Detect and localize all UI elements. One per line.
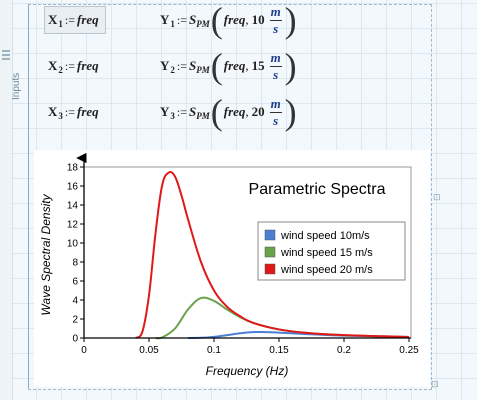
assign-operator: := [176, 12, 187, 27]
left-margin-bar [0, 0, 13, 400]
spectrum-function: S [189, 58, 197, 73]
function-argument: freq [223, 12, 246, 27]
wind-speed-value: 10 [251, 12, 265, 27]
open-paren-icon: ( [210, 92, 223, 132]
x-tick-label: 0.25 [399, 345, 419, 356]
open-paren-icon: ( [210, 0, 223, 40]
x-tick-label: 0.15 [269, 345, 289, 356]
y-tick-label: 12 [67, 220, 79, 231]
y2-subscript: 2 [170, 65, 175, 75]
y-tick-label: 4 [72, 296, 78, 307]
y-tick-label: 16 [67, 182, 79, 193]
fraction-bar [269, 111, 282, 113]
inputs-region-bracket [28, 4, 35, 388]
y-axis-label: Wave Spectral Density [39, 193, 53, 315]
wind-speed-value: 15 [251, 58, 265, 73]
y3-variable: Y [160, 104, 170, 119]
spectrum-function-subscript: PM [196, 19, 210, 29]
x-tick-label: 0 [81, 345, 87, 356]
assign-operator: := [64, 58, 75, 73]
legend-swatch [264, 246, 276, 258]
x-axis-label: Frequency (Hz) [206, 364, 289, 378]
spectrum-function-subscript: PM [196, 65, 210, 75]
margin-marker [2, 58, 10, 60]
x-tick-label: 0.1 [207, 345, 221, 356]
unit-denominator: s [273, 20, 279, 36]
y1-variable: Y [160, 12, 170, 27]
y-tick-label: 0 [72, 334, 78, 345]
selected-expression-box[interactable] [44, 6, 106, 34]
function-argument: freq [223, 58, 246, 73]
close-paren-icon: ) [284, 92, 297, 132]
x1-variable: X [48, 12, 58, 27]
assign-operator: := [176, 58, 187, 73]
assign-operator: := [64, 104, 75, 119]
x3-variable: X [48, 104, 58, 119]
unit-denominator: s [273, 66, 279, 82]
spectrum-function: S [189, 12, 197, 27]
x2-subscript: 2 [58, 65, 63, 75]
legend-label: wind speed 15 m/s [280, 247, 373, 259]
close-paren-icon: ) [284, 46, 297, 86]
y1-subscript: 1 [170, 19, 175, 29]
legend-box [257, 221, 406, 281]
x-tick-label: 0.2 [337, 345, 351, 356]
y2-variable: Y [160, 58, 170, 73]
assign-operator: := [176, 104, 187, 119]
spectrum-function-subscript: PM [196, 111, 210, 121]
y-tick-label: 2 [72, 315, 78, 326]
y-tick-label: 14 [67, 201, 79, 212]
unit-numerator: m [270, 49, 281, 65]
resize-handle-icon[interactable]: ⊡ [431, 379, 439, 389]
x2-variable: X [48, 58, 58, 73]
y3-subscript: 3 [170, 111, 175, 121]
assign-operator: := [64, 12, 75, 27]
open-paren-icon: ( [210, 46, 223, 86]
fraction-bar [269, 65, 282, 67]
y-tick-label: 10 [67, 239, 79, 250]
resize-handle-icon[interactable]: ⊡ [433, 192, 441, 202]
unit-denominator: s [273, 112, 279, 128]
series-line-2 [135, 170, 410, 339]
unit-numerator: m [270, 3, 281, 19]
legend-label: wind speed 20 m/s [280, 264, 373, 276]
x-tick-label: 0.05 [139, 345, 159, 356]
unit-numerator: m [270, 95, 281, 111]
spectrum-function: S [189, 104, 197, 119]
chart-title: Parametric Spectra [249, 181, 386, 198]
margin-marker [2, 54, 10, 56]
y-tick-label: 18 [67, 163, 79, 174]
legend-swatch [264, 229, 276, 241]
x3-value: freq [77, 104, 99, 119]
y-tick-label: 6 [72, 277, 78, 288]
x1-value: freq [77, 12, 99, 27]
close-paren-icon: ) [284, 0, 297, 40]
wind-speed-value: 20 [251, 104, 265, 119]
legend-label: wind speed 10m/s [280, 230, 370, 242]
legend-swatch [264, 263, 276, 275]
x3-subscript: 3 [58, 111, 63, 121]
margin-marker [2, 50, 10, 52]
y-tick-label: 8 [72, 258, 78, 269]
function-argument: freq [223, 104, 246, 119]
fraction-bar [269, 19, 282, 21]
x2-value: freq [77, 58, 99, 73]
x1-subscript: 1 [58, 19, 63, 29]
